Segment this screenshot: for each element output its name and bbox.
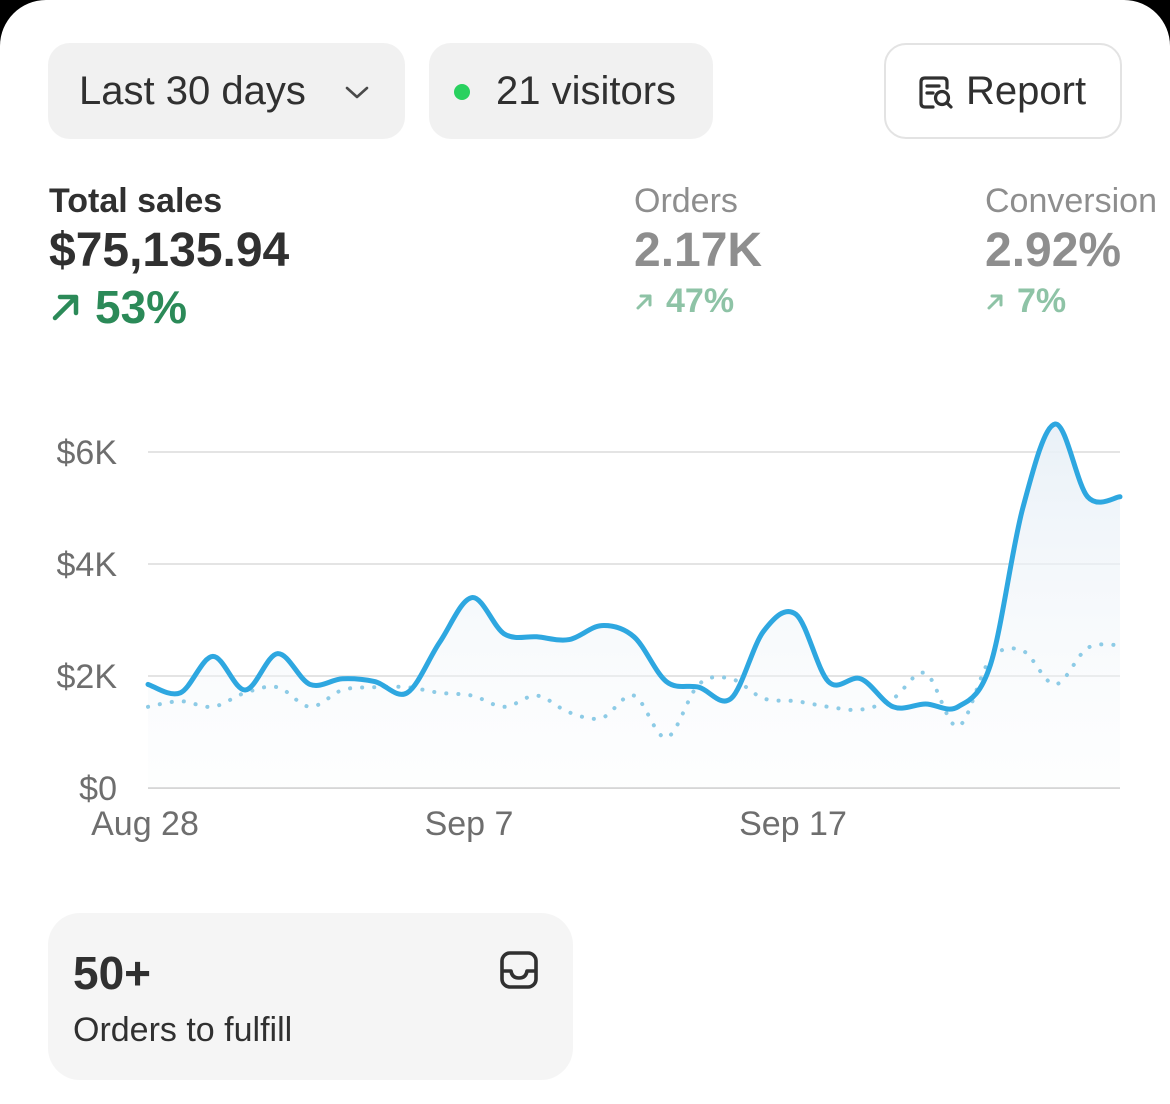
y-tick-label: $2K — [57, 658, 118, 696]
chevron-down-icon — [345, 86, 369, 99]
orders-to-fulfill-card[interactable]: 50+ Orders to fulfill — [48, 913, 573, 1080]
y-tick-label: $0 — [79, 770, 117, 808]
arrow-up-right-icon — [987, 294, 1003, 309]
live-visitors-button[interactable]: 21 visitors — [429, 43, 713, 139]
metric-orders[interactable]: Orders 2.17K 47% — [634, 182, 762, 321]
date-range-label: Last 30 days — [79, 68, 306, 113]
report-search-icon — [919, 76, 953, 109]
metric-change: 47% — [634, 282, 762, 321]
metric-change-value: 7% — [1017, 282, 1067, 320]
metric-change: 7% — [985, 282, 1157, 321]
report-label: Report — [966, 68, 1087, 113]
metric-label: Conversion — [985, 182, 1157, 220]
sales-line-chart[interactable]: $0 $2K $4K $6K Aug 28 Sep 7 Sep 17 — [0, 380, 1170, 860]
metric-change-value: 53% — [95, 281, 188, 333]
metric-change: 53% — [49, 280, 289, 334]
arrow-up-right-icon — [52, 294, 79, 321]
metric-label: Total sales — [49, 182, 223, 220]
metric-total-sales[interactable]: Total sales $75,135.94 53% — [49, 182, 289, 334]
metric-change-value: 47% — [666, 282, 735, 320]
fulfill-label: Orders to fulfill — [73, 1011, 293, 1049]
series-area — [148, 423, 1120, 788]
metric-value: 2.92% — [985, 224, 1122, 277]
y-tick-label: $6K — [57, 434, 118, 472]
report-button[interactable]: Report — [884, 43, 1122, 139]
x-tick-label: Sep 17 — [739, 805, 847, 843]
metric-conversion[interactable]: Conversion 2.92% 7% — [985, 182, 1157, 321]
date-range-dropdown[interactable]: Last 30 days — [48, 43, 405, 139]
metric-value: 2.17K — [634, 224, 763, 277]
arrow-up-right-icon — [636, 294, 652, 309]
fulfill-count: 50+ — [73, 947, 152, 999]
x-tick-label: Aug 28 — [91, 805, 199, 843]
visitors-label: 21 visitors — [496, 68, 677, 113]
inbox-tray-icon — [500, 951, 538, 989]
live-dot-icon — [454, 84, 470, 100]
y-tick-label: $4K — [57, 546, 118, 584]
metric-label: Orders — [634, 182, 738, 220]
series-line-primary — [145, 421, 1123, 712]
x-tick-label: Sep 7 — [425, 805, 514, 843]
metric-value: $75,135.94 — [49, 224, 290, 277]
